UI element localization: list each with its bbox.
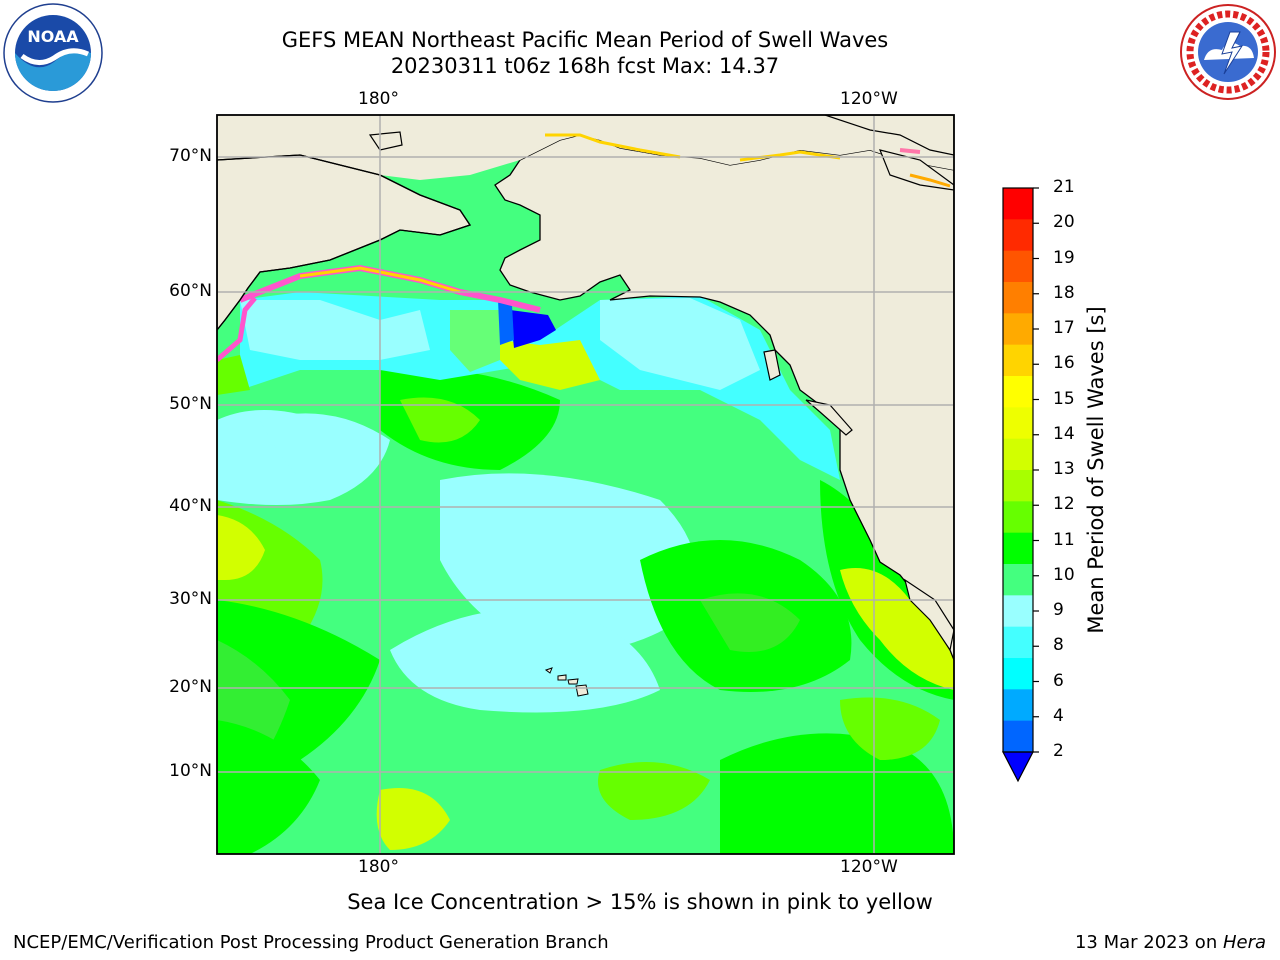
colorbar-tick-label: 17	[1053, 318, 1075, 338]
colorbar-title: Mean Period of Swell Waves [s]	[1084, 306, 1108, 634]
colorbar-band	[1003, 407, 1033, 440]
lon-label-bottom-180: 180°	[358, 857, 399, 877]
colorbar-band	[1003, 532, 1033, 565]
north-america-land	[217, 115, 954, 661]
colorbar-band	[1003, 250, 1033, 283]
lat-label-20n: 20°N	[169, 677, 212, 697]
colorbar-band	[1003, 595, 1033, 628]
lat-label-40n: 40°N	[169, 496, 212, 516]
machine-name: Hera	[1222, 932, 1266, 953]
colorbar-band	[1003, 376, 1033, 408]
lat-label-30n: 30°N	[169, 589, 212, 609]
colorbar	[1003, 187, 1039, 753]
colorbar-band	[1003, 501, 1033, 534]
colorbar-tick-label: 12	[1053, 494, 1075, 515]
colorbar-tick-label: 15	[1053, 388, 1075, 409]
colorbar-tick-label: 14	[1053, 423, 1075, 444]
colorbar-band	[1003, 658, 1033, 690]
colorbar-tick-label: 20	[1053, 212, 1075, 233]
colorbar-tick-label: 2	[1053, 741, 1064, 761]
svg-text:NOAA: NOAA	[27, 27, 79, 46]
colorbar-band	[1003, 282, 1033, 314]
chart-subtitle: 20230311 t06z 168h fcst Max: 14.37	[390, 54, 780, 78]
hawaii-islands	[575, 684, 589, 697]
lat-label-70n: 70°N	[169, 146, 212, 166]
colorbar-band	[1003, 564, 1033, 596]
lat-label-10n: 10°N	[169, 761, 212, 781]
colorbar-band	[1003, 188, 1033, 220]
lat-label-50n: 50°N	[169, 394, 212, 414]
nws-logo	[1180, 4, 1276, 100]
colorbar-band	[1003, 720, 1033, 753]
colorbar-tick-label: 10	[1053, 564, 1075, 585]
lon-label-top-180: 180°	[358, 89, 399, 109]
colorbar-band	[1003, 626, 1033, 659]
colorbar-tick-label: 21	[1053, 177, 1075, 197]
lon-label-top-120w: 120°W	[840, 89, 898, 109]
colorbar-tick-label: 4	[1053, 705, 1064, 726]
colorbar-band	[1003, 219, 1033, 252]
colorbar-tick-label: 18	[1053, 282, 1075, 303]
colorbar-band	[1003, 689, 1033, 722]
sea-ice-note: Sea Ice Concentration > 15% is shown in …	[347, 890, 933, 914]
colorbar-tick-label: 9	[1053, 600, 1064, 620]
colorbar-tick-label: 16	[1053, 353, 1075, 374]
credit-line: NCEP/EMC/Verification Post Processing Pr…	[13, 932, 609, 953]
lon-label-bottom-120w: 120°W	[840, 857, 898, 877]
colorbar-tick-label: 13	[1053, 459, 1075, 479]
run-date: 13 Mar 2023 on Hera	[1075, 932, 1266, 953]
colorbar-band	[1003, 438, 1033, 471]
colorbar-band	[1003, 344, 1033, 377]
map-frame	[216, 114, 955, 855]
colorbar-band	[1003, 313, 1033, 346]
colorbar-extend-arrow	[1002, 751, 1034, 783]
colorbar-frame	[1002, 187, 1034, 753]
colorbar-tick-label: 11	[1053, 529, 1075, 550]
run-date-text: 13 Mar 2023 on	[1074, 932, 1223, 953]
graticule	[217, 115, 954, 854]
colorbar-band	[1003, 470, 1033, 502]
lat-label-60n: 60°N	[169, 281, 212, 301]
colorbar-tick-label: 6	[1053, 670, 1064, 691]
map-plot-area	[217, 115, 954, 854]
chart-title: GEFS MEAN Northeast Pacific Mean Period …	[281, 28, 889, 52]
noaa-logo: NOAA	[3, 3, 103, 103]
colorbar-tick-label: 8	[1053, 635, 1064, 656]
colorbar-tick-label: 19	[1053, 247, 1075, 268]
low-period-patch	[510, 310, 556, 348]
